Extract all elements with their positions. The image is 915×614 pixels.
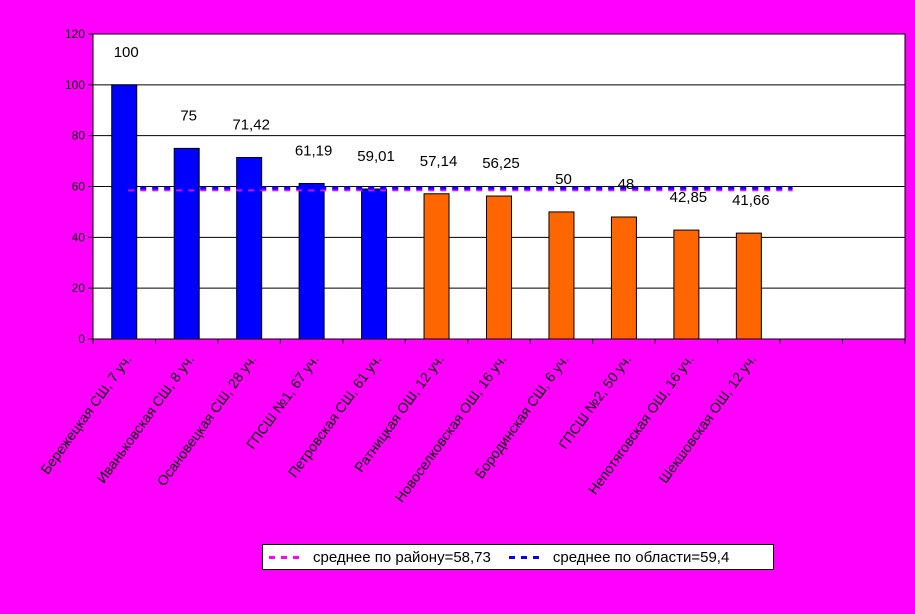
y-tick-label: 20 xyxy=(72,281,86,295)
data-label: 41,66 xyxy=(732,192,770,209)
data-label: 75 xyxy=(180,107,197,124)
bar xyxy=(361,188,388,340)
x-tick-label: Новоселковская ОШ, 16 уч. xyxy=(391,351,509,505)
data-label: 42,85 xyxy=(670,189,708,206)
y-tick-label: 40 xyxy=(72,230,86,244)
bar xyxy=(673,229,700,340)
x-tick-label: Непотяговская ОШ, 16 уч. xyxy=(585,351,697,497)
legend-label-district: среднее по району=58,73 xyxy=(313,548,491,566)
y-tick-label: 0 xyxy=(78,332,85,346)
y-tick-label: 100 xyxy=(65,78,85,92)
data-label: 71,42 xyxy=(232,116,270,133)
bar xyxy=(610,216,637,340)
y-tick-label: 80 xyxy=(72,129,86,143)
bar xyxy=(486,195,512,340)
bar xyxy=(111,84,138,340)
legend: среднее по району=58,73 среднее по облас… xyxy=(262,544,774,570)
legend-item-district-average: среднее по району=58,73 xyxy=(269,549,491,566)
data-label: 56,25 xyxy=(482,155,520,172)
bar xyxy=(423,193,450,340)
bar xyxy=(735,232,762,340)
data-label: 100 xyxy=(114,44,139,61)
data-label: 50 xyxy=(555,171,572,188)
data-label: 57,14 xyxy=(420,153,458,170)
data-label: 61,19 xyxy=(295,142,333,159)
legend-swatch-district xyxy=(269,555,305,559)
data-label: 59,01 xyxy=(357,148,395,165)
y-tick-label: 60 xyxy=(72,180,86,194)
data-label: 48 xyxy=(618,176,635,193)
bar xyxy=(236,156,263,340)
bar xyxy=(548,211,575,340)
legend-label-region: среднее по области=59,4 xyxy=(552,548,730,566)
bar xyxy=(298,182,325,340)
y-tick-label: 120 xyxy=(65,27,85,41)
legend-swatch-region xyxy=(508,555,545,559)
legend-item-region-average: среднее по области=59,4 xyxy=(508,548,730,566)
bar xyxy=(173,147,200,340)
